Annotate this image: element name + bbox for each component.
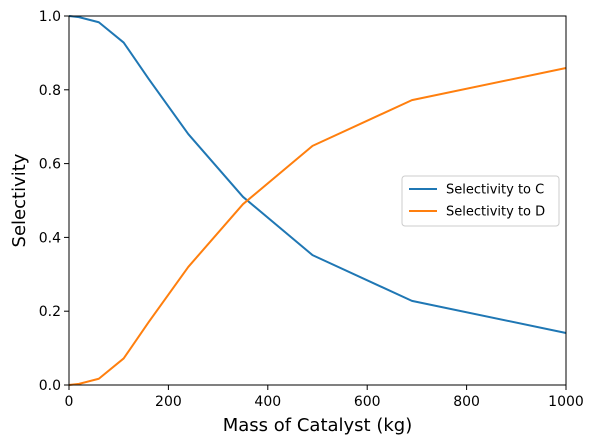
y-axis-ticks: 0.0 0.2 0.4 0.6 0.8 1.0 [39, 9, 69, 394]
legend-box [401, 175, 560, 227]
x-tick-label: 0 [65, 394, 74, 410]
legend: Selectivity to C Selectivity to D [401, 175, 560, 227]
plot-series-layer [68, 15, 567, 386]
y-axis-label: Selectivity [9, 153, 30, 247]
x-tick-label: 600 [354, 394, 381, 410]
legend-label-1: Selectivity to C [446, 183, 544, 198]
y-tick-label: 1.0 [39, 9, 61, 25]
x-tick-label: 200 [155, 394, 182, 410]
x-axis-ticks: 0 200 400 600 800 1000 [65, 385, 584, 410]
series-line-2 [68, 67, 567, 386]
x-tick-label: 400 [254, 394, 281, 410]
y-tick-label: 0.8 [39, 83, 61, 99]
y-tick-label: 0.6 [39, 157, 61, 173]
x-tick-label: 1000 [548, 394, 584, 410]
x-tick-label: 800 [453, 394, 480, 410]
y-tick-label: 0.4 [39, 230, 61, 246]
y-tick-label: 0.0 [39, 378, 61, 394]
y-tick-label: 0.2 [39, 304, 61, 320]
x-axis-label: Mass of Catalyst (kg) [223, 415, 413, 436]
plot-frame [68, 15, 567, 386]
series-line-1 [68, 15, 567, 334]
legend-label-2: Selectivity to D [446, 205, 545, 220]
